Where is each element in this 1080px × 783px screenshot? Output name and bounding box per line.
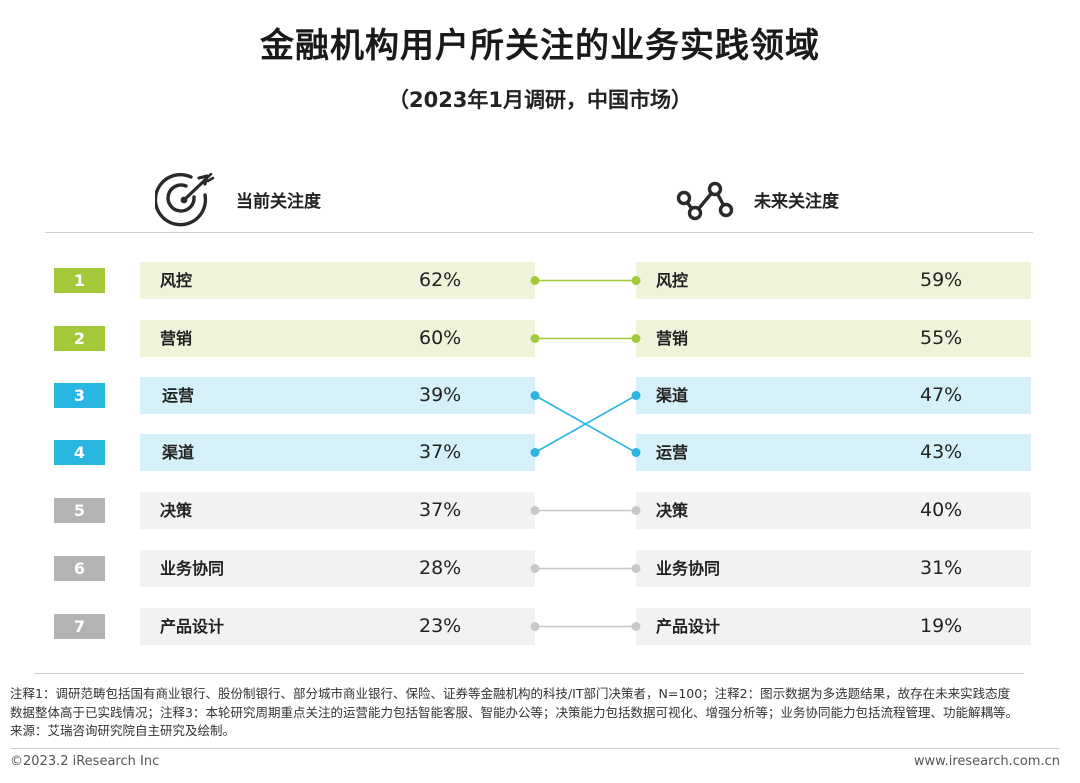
future-bar-label: 决策 (656, 501, 689, 520)
future-bar-label: 营销 (656, 329, 689, 348)
future-bar (636, 320, 1031, 357)
target-icon (155, 173, 215, 227)
current-attention-label: 当前关注度 (236, 192, 321, 212)
current-bar-value: 62% (419, 269, 462, 291)
connector-dot (631, 622, 641, 631)
source-line: 来源：艾瑞咨询研究院自主研究及绘制。 (10, 723, 236, 738)
connector-dot (530, 506, 540, 515)
future-bar-label: 风控 (656, 271, 689, 290)
footer-divider (10, 748, 1060, 749)
future-bar-value: 19% (920, 615, 963, 637)
rank-badge: 3 (54, 383, 105, 408)
current-bar (140, 262, 535, 299)
page-subtitle: （2023年1月调研，中国市场） (387, 88, 693, 112)
connector-dot (530, 564, 540, 573)
page-title: 金融机构用户所关注的业务实践领域 (260, 26, 820, 66)
future-bar-label: 产品设计 (656, 617, 721, 636)
rank-badge: 6 (54, 556, 105, 581)
current-bar-label: 营销 (160, 329, 193, 348)
connector-dot (530, 448, 540, 457)
connection-nodes-icon (676, 181, 734, 221)
connector-dot (530, 391, 540, 400)
future-bar-value: 31% (920, 557, 963, 579)
current-bar (140, 608, 535, 645)
current-bar-label: 运营 (162, 386, 195, 405)
connector-dot (530, 622, 540, 631)
current-bar-label: 风控 (160, 271, 193, 290)
future-bar (636, 550, 1031, 587)
future-bar-value: 47% (920, 384, 963, 406)
current-bar-value: 37% (419, 441, 462, 463)
connector-dot (530, 334, 540, 343)
future-bar-label: 业务协同 (656, 559, 721, 578)
future-bar-label: 渠道 (656, 386, 689, 405)
connector-dot (631, 564, 641, 573)
connector-dot (631, 391, 641, 400)
header-divider (45, 232, 1033, 233)
future-bar (636, 434, 1031, 471)
rank-badge: 4 (54, 440, 105, 465)
current-bar-value: 37% (419, 499, 462, 521)
future-bar (636, 492, 1031, 529)
future-bar (636, 608, 1031, 645)
current-bar-value: 39% (419, 384, 462, 406)
connector-dot (530, 276, 540, 285)
future-bar-value: 40% (920, 499, 963, 521)
footnote-line: 数据整体高于已实践情况；注释3：本轮研究周期重点关注的运营能力包括智能客服、智能… (10, 704, 1018, 720)
connector-dot (631, 276, 641, 285)
connector-dot (631, 334, 641, 343)
current-bar-label: 渠道 (162, 443, 195, 462)
current-bar (140, 377, 535, 414)
current-bar-label: 决策 (160, 501, 193, 520)
rank-badge: 7 (54, 614, 105, 639)
copyright: ©2023.2 iResearch Inc (10, 754, 160, 769)
current-bar-value: 60% (419, 327, 462, 349)
future-attention-label: 未来关注度 (754, 192, 839, 212)
rank-badge: 2 (54, 326, 105, 351)
future-bar-label: 运营 (656, 443, 689, 462)
connector-dot (631, 448, 641, 457)
current-bar (140, 434, 535, 471)
current-bar-value: 28% (419, 557, 462, 579)
future-bar-value: 55% (920, 327, 963, 349)
current-bar-value: 23% (419, 615, 462, 637)
current-bar (140, 320, 535, 357)
future-bar-value: 43% (920, 441, 963, 463)
current-bar (140, 492, 535, 529)
footnote-line: 注释1：调研范畴包括国有商业银行、股份制银行、部分城市商业银行、保险、证券等金融… (10, 686, 1011, 701)
connector-line (534, 394, 637, 454)
current-bar-label: 业务协同 (160, 559, 225, 578)
future-bar (636, 377, 1031, 414)
connector-dot (631, 506, 641, 515)
footnotes: 注释1：调研范畴包括国有商业银行、股份制银行、部分城市商业银行、保险、证券等金融… (10, 685, 1070, 741)
rank-change-connectors (530, 276, 641, 631)
rank-badge: 5 (54, 498, 105, 523)
future-bar (636, 262, 1031, 299)
future-bar-value: 59% (920, 269, 963, 291)
notes-divider (34, 673, 1024, 674)
current-bar (140, 550, 535, 587)
rank-badge: 1 (54, 268, 105, 293)
website-link[interactable]: www.iresearch.com.cn (913, 754, 1060, 769)
current-bar-label: 产品设计 (160, 617, 225, 636)
